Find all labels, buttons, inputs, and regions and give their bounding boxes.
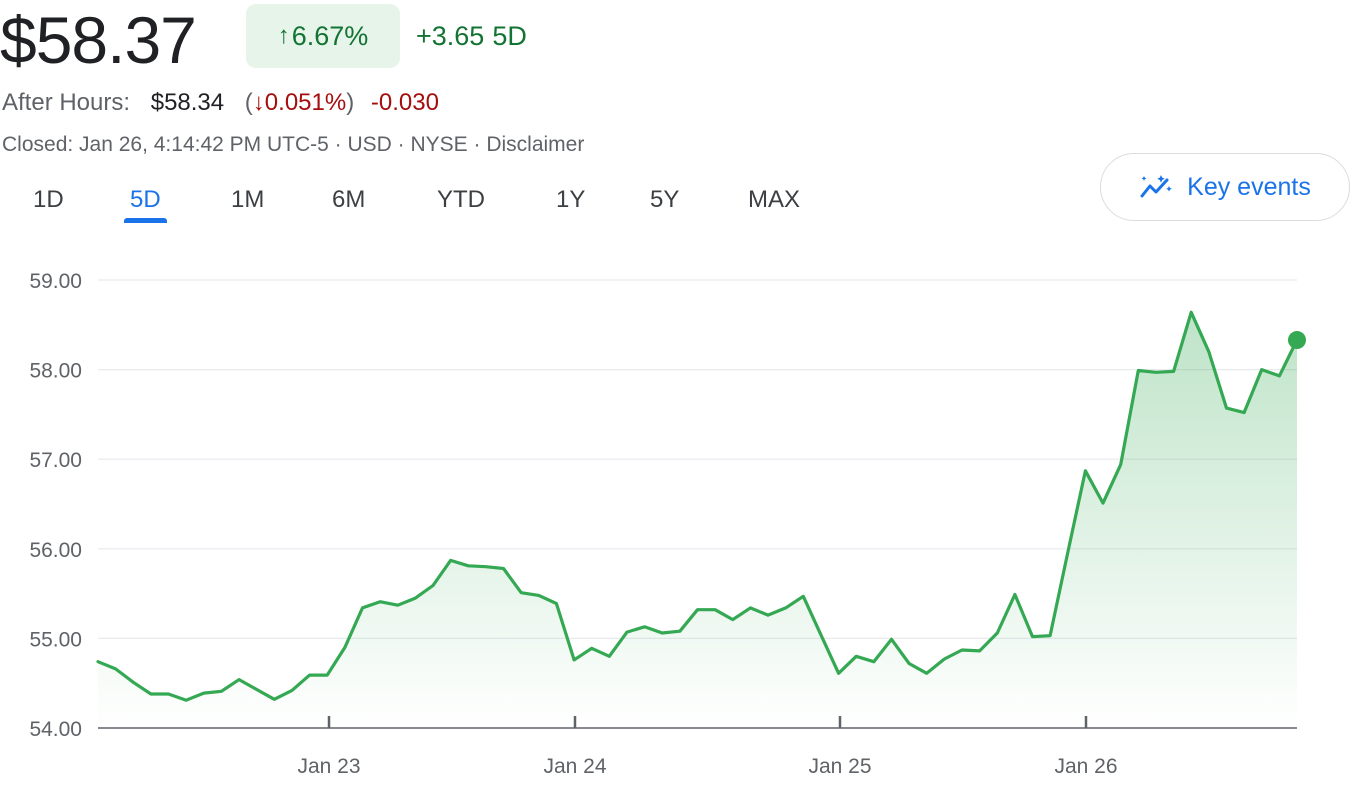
change-percent: 6.67% xyxy=(291,20,369,51)
tab-max[interactable]: MAX xyxy=(748,186,801,213)
change-percent-badge: ↑ 6.67% xyxy=(246,4,400,68)
tab-1y[interactable]: 1Y xyxy=(556,186,586,213)
y-tick-label: 58.00 xyxy=(29,360,82,383)
y-tick-label: 59.00 xyxy=(29,270,82,293)
tab-ytd[interactable]: YTD xyxy=(437,186,485,213)
tab-1m[interactable]: 1M xyxy=(231,186,265,213)
y-tick-label: 54.00 xyxy=(29,718,82,741)
x-tick-label: Jan 26 xyxy=(1054,755,1117,778)
x-tick-label: Jan 24 xyxy=(543,755,606,778)
key-events-label: Key events xyxy=(1187,172,1311,201)
arrow-up-icon: ↑ xyxy=(277,22,290,49)
arrow-down-icon: ↓ xyxy=(252,89,265,116)
after-hours-close-paren: ) xyxy=(346,89,355,116)
market-status: Closed: Jan 26, 4:14:42 PM UTC-5 · USD ·… xyxy=(2,133,585,156)
y-tick-label: 57.00 xyxy=(29,449,82,472)
price: $58.37 xyxy=(0,3,197,77)
tab-5y[interactable]: 5Y xyxy=(650,186,680,213)
after-hours-change: -0.030 xyxy=(370,89,439,116)
after-hours-pct-value: 0.051% xyxy=(264,89,347,116)
y-tick-label: 55.00 xyxy=(29,628,82,651)
after-hours-label: After Hours: xyxy=(2,89,131,116)
tab-1d[interactable]: 1D xyxy=(33,186,64,213)
after-hours-price: $58.34 xyxy=(150,89,225,116)
change-period: 5D xyxy=(492,21,527,51)
tab-5d[interactable]: 5D xyxy=(124,178,167,223)
price-area-fill xyxy=(98,312,1297,728)
last-price-point xyxy=(1288,331,1306,350)
sparkline-icon xyxy=(1140,175,1172,198)
key-events-button[interactable]: Key events xyxy=(1100,153,1350,221)
y-tick-label: 56.00 xyxy=(29,539,82,562)
change-value: +3.65 xyxy=(416,21,485,51)
price-chart: 59.00 58.00 57.00 56.00 55.00 54.00 Jan 23 Jan… xyxy=(29,270,1306,778)
tab-6m[interactable]: 6M xyxy=(332,186,366,213)
x-tick-label: Jan 23 xyxy=(297,755,360,778)
after-hours-row: After Hours: $58.34 (↓0.051%) -0.030 xyxy=(2,86,439,120)
price-line xyxy=(96,310,1299,702)
x-tick-label: Jan 25 xyxy=(808,755,871,778)
after-hours-percent: (↓0.051%) xyxy=(245,89,354,116)
after-hours-open-paren: ( xyxy=(244,89,253,116)
absolute-change: +3.65 5D xyxy=(416,18,527,54)
